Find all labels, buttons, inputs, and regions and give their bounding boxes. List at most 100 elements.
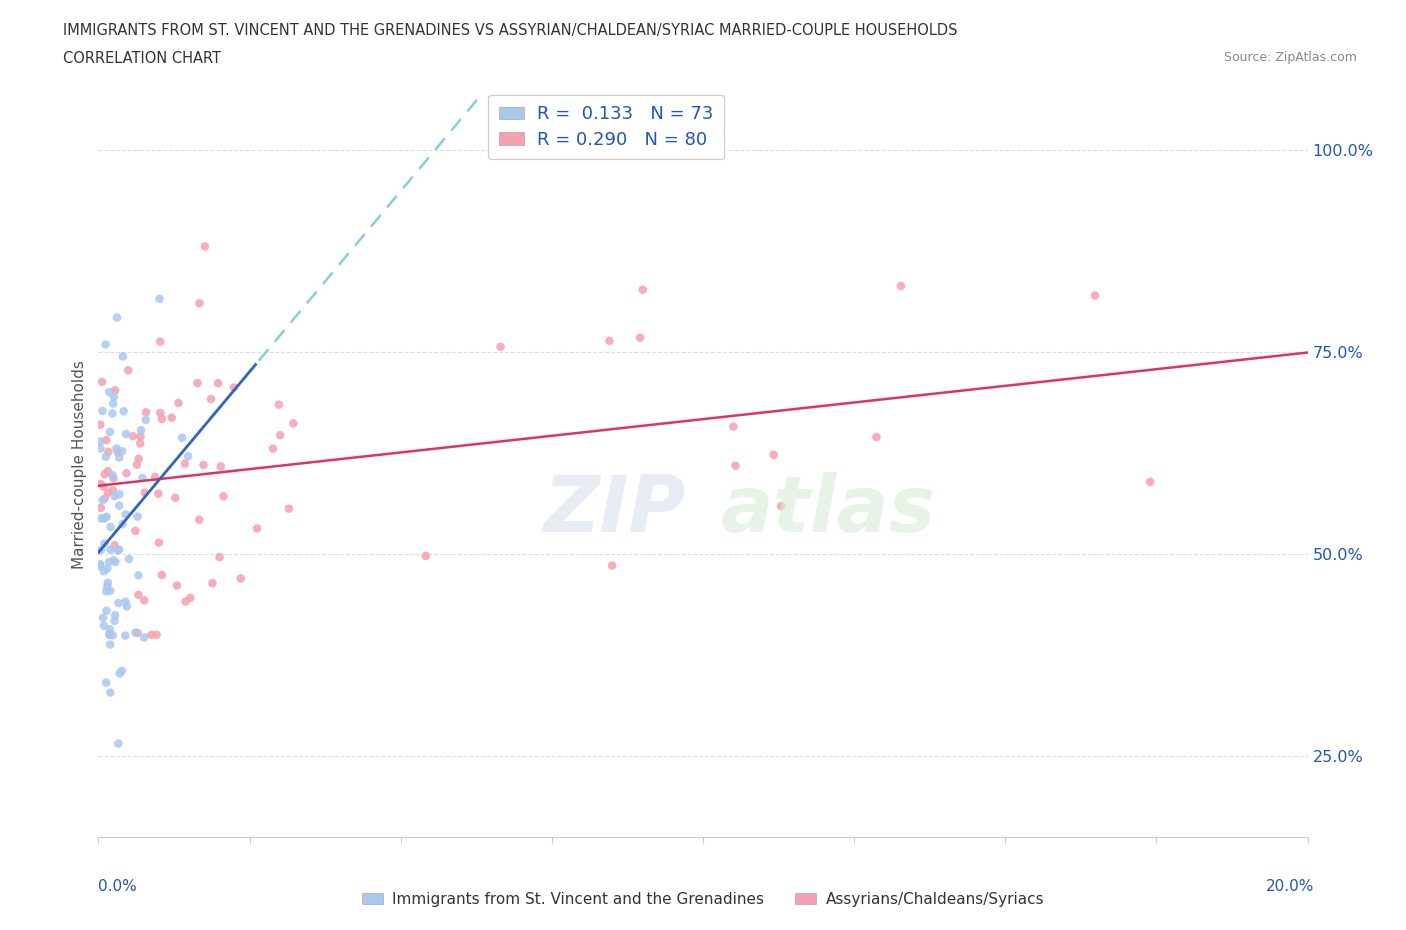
Point [104,554,127,569]
Point [124,524,146,538]
Point [770,498,793,513]
Point [134,630,156,644]
Point [724,458,747,473]
Point [148,291,170,306]
Point [111,444,134,458]
Point [269,428,291,443]
Point [108,542,131,557]
Point [129,429,152,444]
Point [91,610,114,625]
Point [93,536,115,551]
Point [188,512,211,527]
Point [127,509,149,524]
Point [118,551,141,566]
Point [628,330,651,345]
Point [111,516,134,531]
Point [762,447,785,462]
Point [173,456,195,471]
Text: Source: ZipAtlas.com: Source: ZipAtlas.com [1223,51,1357,64]
Point [600,558,623,573]
Point [105,441,128,456]
Point [97,554,120,569]
Point [145,628,167,643]
Point [148,535,170,550]
Point [201,576,224,591]
Point [170,431,193,445]
Point [96,510,118,525]
Point [111,349,134,364]
Point [103,471,125,485]
Point [93,467,115,482]
Point [149,334,172,349]
Point [96,432,118,447]
Point [89,559,111,574]
Point [89,434,111,449]
Point [108,487,131,502]
Point [212,489,235,504]
Point [90,511,112,525]
Y-axis label: Married-couple Households: Married-couple Households [72,361,87,569]
Point [129,436,152,451]
Point [723,419,745,434]
Point [890,278,912,293]
Point [97,445,120,459]
Point [98,385,121,400]
Point [188,296,211,311]
Point [166,578,188,593]
Point [134,593,156,608]
Point [111,663,134,678]
Point [90,476,112,491]
Point [267,397,290,412]
Point [91,404,114,418]
Point [208,550,231,565]
Point [131,471,153,485]
Point [122,429,145,444]
Point [100,520,122,535]
Point [143,470,166,485]
Point [107,595,129,610]
Point [115,427,138,442]
Point [209,459,232,474]
Point [89,557,111,572]
Point [98,628,121,643]
Point [177,449,200,464]
Point [115,599,138,614]
Point [1139,474,1161,489]
Point [127,568,149,583]
Point [631,283,654,298]
Point [865,430,887,445]
Point [107,445,129,459]
Text: ZIP: ZIP [543,472,685,548]
Point [186,376,208,391]
Legend: R =  0.133   N = 73, R = 0.290   N = 80: R = 0.133 N = 73, R = 0.290 N = 80 [488,95,724,159]
Point [127,588,149,603]
Point [128,451,150,466]
Point [105,310,128,325]
Point [101,483,124,498]
Point [117,363,139,378]
Point [174,594,197,609]
Point [1084,288,1107,303]
Text: atlas: atlas [721,472,936,548]
Point [107,737,129,751]
Point [94,491,117,506]
Point [200,392,222,406]
Text: CORRELATION CHART: CORRELATION CHART [63,51,221,66]
Point [93,511,115,525]
Point [108,498,131,513]
Point [103,553,125,568]
Point [90,441,112,456]
Point [96,604,118,618]
Point [115,466,138,481]
Point [101,405,124,420]
Point [222,380,245,395]
Point [98,622,121,637]
Point [179,591,201,605]
Point [108,450,131,465]
Point [167,395,190,410]
Point [107,543,129,558]
Point [91,375,114,390]
Point [127,626,149,641]
Point [97,464,120,479]
Point [141,628,163,643]
